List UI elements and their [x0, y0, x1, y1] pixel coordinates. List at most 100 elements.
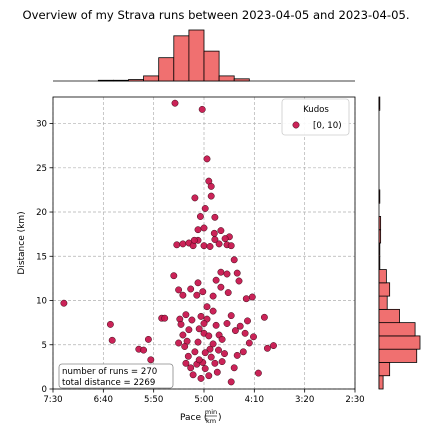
- data-point: [190, 236, 198, 244]
- y-tick-label: 20: [36, 208, 47, 218]
- right-histogram-bar: [378, 96, 381, 111]
- data-point: [223, 320, 231, 327]
- top-histogram-bar: [233, 78, 250, 82]
- data-point: [209, 292, 217, 300]
- data-point: [177, 320, 185, 328]
- x-tick-label: 5:00: [194, 395, 213, 405]
- right-histogram-bar: [378, 242, 381, 257]
- data-point: [245, 339, 253, 347]
- top-histogram-bar: [173, 35, 190, 82]
- data-point: [248, 293, 256, 301]
- data-point: [203, 155, 211, 163]
- data-point: [201, 205, 209, 212]
- data-point: [199, 288, 207, 296]
- data-point: [221, 350, 228, 358]
- data-point: [200, 224, 208, 232]
- data-point: [185, 326, 193, 334]
- stats-box: [58, 363, 174, 389]
- data-point: [209, 307, 217, 315]
- top-histogram-bar: [97, 79, 114, 82]
- data-point: [191, 194, 199, 202]
- data-point: [235, 277, 243, 285]
- top-histogram-bar: [188, 29, 205, 82]
- x-axis-label-num: min: [205, 408, 217, 416]
- data-point: [233, 269, 241, 277]
- data-point: [215, 240, 223, 248]
- stats-annotation: number of runs = 270 total distance = 22…: [58, 363, 174, 389]
- data-point: [144, 335, 152, 343]
- data-point: [224, 289, 232, 297]
- data-point: [170, 272, 178, 280]
- data-point: [242, 295, 250, 303]
- data-point: [241, 329, 249, 337]
- data-point: [254, 369, 262, 377]
- y-tick-label: 5: [42, 341, 47, 351]
- data-point: [108, 336, 116, 344]
- y-tick-label: 30: [36, 120, 47, 130]
- data-point: [187, 364, 195, 372]
- legend-entry: [0, 10): [313, 121, 342, 131]
- data-point: [212, 276, 220, 284]
- top-histogram-bar: [113, 79, 129, 82]
- y-tick-label: 15: [36, 252, 47, 262]
- data-point: [179, 291, 187, 299]
- data-point: [230, 256, 238, 264]
- data-point: [217, 268, 225, 276]
- right-histogram-bar: [378, 216, 382, 231]
- data-point: [218, 335, 226, 343]
- right-histogram-bar: [378, 229, 382, 244]
- top-histogram-bar: [218, 75, 235, 82]
- data-point: [211, 213, 219, 221]
- data-point: [244, 317, 251, 325]
- data-point: [213, 368, 221, 376]
- data-point: [207, 353, 215, 361]
- data-point: [227, 312, 235, 320]
- data-point: [227, 378, 235, 386]
- x-tick-label: 7:30: [43, 395, 62, 405]
- data-point: [194, 338, 202, 346]
- top-histogram: [53, 29, 355, 82]
- data-point: [200, 320, 208, 327]
- data-point: [211, 359, 219, 367]
- legend-title: Kudos: [303, 105, 329, 115]
- right-histogram-bar: [378, 308, 400, 324]
- right-histogram-bar: [378, 335, 421, 350]
- data-point: [215, 346, 222, 354]
- top-histogram-bar: [158, 57, 175, 82]
- data-point: [212, 321, 220, 329]
- y-tick-label: 25: [36, 164, 47, 174]
- right-histogram: [378, 96, 421, 390]
- data-point: [205, 332, 213, 340]
- right-histogram-bar: [378, 189, 381, 204]
- top-histogram-bar: [143, 75, 160, 82]
- legend: Kudos [0, 10): [281, 98, 350, 136]
- y-tick-label: 10: [36, 297, 47, 307]
- data-point: [181, 343, 189, 350]
- data-point: [189, 371, 197, 379]
- data-point: [187, 285, 195, 293]
- right-histogram-bar: [378, 348, 418, 363]
- data-point: [233, 351, 241, 359]
- data-point: [182, 359, 190, 367]
- x-axis-label-main: Pace (: [180, 413, 207, 423]
- data-point: [161, 314, 169, 322]
- data-point: [201, 349, 209, 357]
- chart-title: Overview of my Strava runs between 2023-…: [22, 8, 409, 22]
- legend-marker: [292, 121, 300, 129]
- data-point: [184, 352, 192, 360]
- data-point: [218, 358, 226, 366]
- data-point: [171, 99, 179, 107]
- data-point: [205, 372, 213, 380]
- right-histogram-bar: [378, 322, 416, 337]
- data-point: [217, 283, 225, 291]
- right-histogram-bar: [378, 362, 391, 377]
- data-point: [206, 345, 214, 353]
- stats-runs: number of runs = 270: [62, 367, 157, 377]
- data-point: [198, 105, 206, 113]
- x-tick-label: 5:50: [144, 395, 163, 405]
- x-tick-label: 3:20: [295, 395, 314, 405]
- data-point: [223, 270, 231, 278]
- data-point: [260, 313, 268, 321]
- x-axis-ticks: 7:30 6:40 5:50 5:00 4:10 3:20 2:30: [43, 389, 365, 405]
- data-point: [231, 327, 239, 335]
